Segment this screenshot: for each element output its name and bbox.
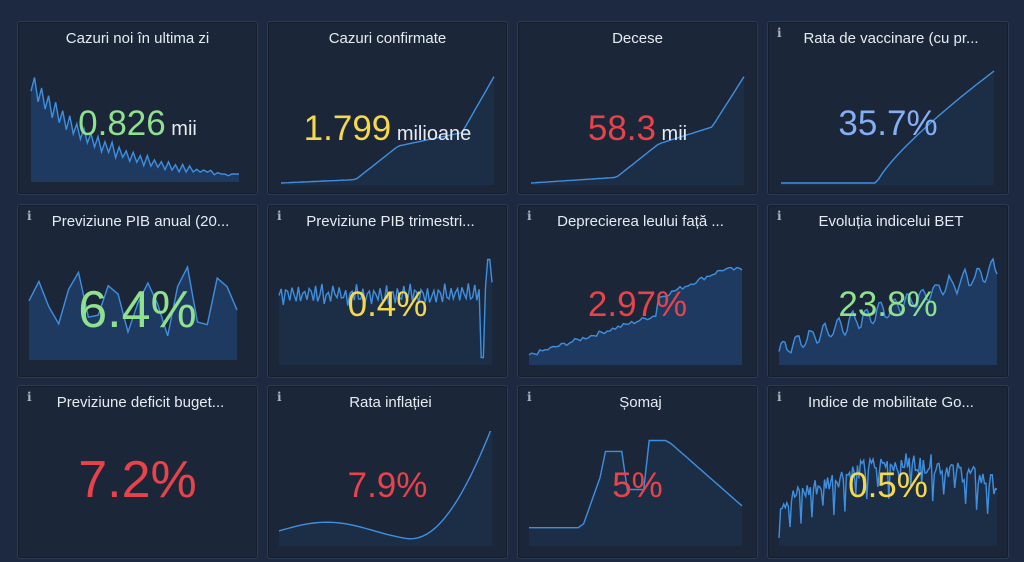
metric-tile[interactable]: i Rata inflației 7.9% <box>267 385 508 559</box>
sparkline-line <box>778 257 998 354</box>
sparkline-line <box>529 439 743 529</box>
sparkline-chart <box>28 264 238 360</box>
metric-tile[interactable]: Cazuri confirmate 1.799 milioane <box>267 21 508 195</box>
metric-value: 7.9% <box>268 466 507 506</box>
sparkline-area <box>31 77 239 182</box>
metric-value: 7.2% <box>18 450 257 510</box>
tile-title: Șomaj <box>619 394 662 411</box>
sparkline-chart <box>278 431 492 546</box>
tile-title: Rata de vaccinare (cu pr... <box>803 30 979 47</box>
metric-tile[interactable]: i Șomaj 5% <box>517 385 758 559</box>
sparkline-chart <box>528 266 743 365</box>
metric-tile[interactable]: Cazuri noi în ultima zi 0.826 mii <box>17 21 258 195</box>
sparkline-area <box>529 267 742 365</box>
sparkline-line <box>278 431 492 540</box>
metric-tile[interactable]: i Indice de mobilitate Go... 0.5% <box>767 385 1009 559</box>
info-icon[interactable]: i <box>27 209 32 223</box>
tile-title: Cazuri noi în ultima zi <box>65 30 210 47</box>
metric-value: 0.4% <box>268 285 507 325</box>
tile-title: Rata inflației <box>349 394 432 411</box>
sparkline-chart <box>778 257 998 365</box>
sparkline-chart <box>530 76 745 185</box>
info-icon[interactable]: i <box>277 390 282 404</box>
info-icon[interactable]: i <box>527 209 532 223</box>
tile-title: Previziune PIB anual (20... <box>51 213 230 230</box>
metric-number: 7.2% <box>78 451 197 509</box>
tile-title: Indice de mobilitate Go... <box>808 394 974 411</box>
tile-title: Decese <box>612 30 663 47</box>
info-icon[interactable]: i <box>527 390 532 404</box>
tile-title: Deprecierea leului față ... <box>557 213 724 230</box>
sparkline-area <box>781 71 994 185</box>
metric-value: 35.7% <box>768 104 1008 144</box>
metric-tile[interactable]: i Deprecierea leului față ... 2.97% <box>517 204 758 378</box>
metric-number: 1.799 <box>303 109 392 148</box>
sparkline-chart <box>30 77 240 182</box>
metric-tile[interactable]: i Previziune deficit buget... 7.2% <box>17 385 258 559</box>
metric-number: 0.4% <box>347 285 428 324</box>
metric-number: 0.5% <box>848 466 928 505</box>
sparkline-area <box>779 259 997 365</box>
metric-tile[interactable]: i Evoluția indicelui BET 23.8% <box>767 204 1009 378</box>
sparkline-chart <box>781 70 995 185</box>
sparkline-line <box>30 77 240 177</box>
sparkline-line <box>278 258 493 359</box>
sparkline-chart <box>278 258 493 365</box>
metric-tile[interactable]: i Previziune PIB anual (20... 6.4% <box>17 204 258 378</box>
metric-value: 6.4% <box>18 280 257 340</box>
sparkline-line <box>28 264 238 337</box>
metric-unit: mii <box>656 123 688 145</box>
metric-value: 58.3 mii <box>518 109 757 149</box>
metric-value: 2.97% <box>518 285 757 325</box>
metric-value: 1.799 milioane <box>268 109 507 149</box>
info-icon[interactable]: i <box>777 209 782 223</box>
metric-number: 35.7% <box>838 104 938 143</box>
metric-value: 0.5% <box>768 466 1008 506</box>
sparkline-chart <box>280 76 495 185</box>
tile-title: Previziune PIB trimestri... <box>306 213 475 230</box>
sparkline-area <box>529 440 742 546</box>
sparkline-line <box>530 76 745 184</box>
metric-number: 0.826 <box>78 104 166 143</box>
metric-value: 0.826 mii <box>18 104 257 144</box>
sparkline-chart <box>529 439 743 546</box>
metric-number: 5% <box>612 466 663 505</box>
info-icon[interactable]: i <box>277 209 282 223</box>
metric-tile[interactable]: Decese 58.3 mii <box>517 21 758 195</box>
metric-tile[interactable]: i Previziune PIB trimestri... 0.4% <box>267 204 508 378</box>
metric-number: 6.4% <box>78 281 197 339</box>
sparkline-area <box>281 76 494 185</box>
metric-number: 2.97% <box>587 285 688 324</box>
info-icon[interactable]: i <box>777 390 782 404</box>
metric-number: 23.8% <box>838 285 938 324</box>
metric-number: 7.9% <box>347 466 428 505</box>
sparkline-area <box>531 76 744 185</box>
tile-title: Previziune deficit buget... <box>56 394 225 411</box>
metric-tile[interactable]: i Rata de vaccinare (cu pr... 35.7% <box>767 21 1009 195</box>
sparkline-line <box>778 453 998 539</box>
info-icon[interactable]: i <box>27 390 32 404</box>
sparkline-area <box>279 259 492 365</box>
sparkline-area <box>29 267 237 360</box>
tile-title: Evoluția indicelui BET <box>818 213 964 230</box>
sparkline-line <box>528 266 743 356</box>
tile-title: Cazuri confirmate <box>328 30 447 47</box>
sparkline-line <box>280 76 495 184</box>
info-icon[interactable]: i <box>777 26 782 40</box>
sparkline-chart <box>778 453 998 546</box>
metric-number: 58.3 <box>587 109 656 148</box>
metric-value: 5% <box>518 466 757 506</box>
sparkline-area <box>779 453 997 546</box>
sparkline-area <box>279 431 492 546</box>
sparkline-line <box>781 70 995 184</box>
metric-unit: milioane <box>391 123 472 145</box>
metric-unit: mii <box>165 118 197 140</box>
metric-value: 23.8% <box>768 285 1008 325</box>
